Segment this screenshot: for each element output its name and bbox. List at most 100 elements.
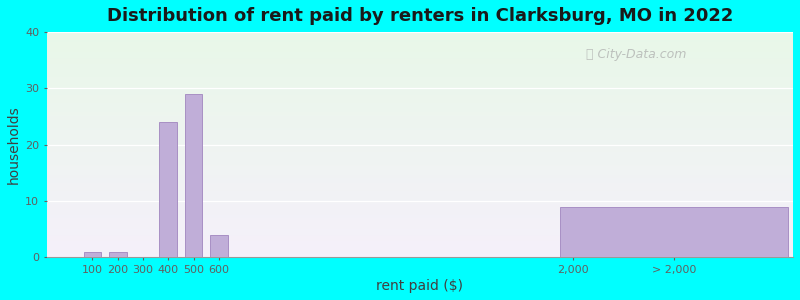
Bar: [47, 228, 793, 229]
Bar: [47, 93, 793, 94]
Bar: [47, 41, 793, 42]
Bar: [47, 212, 793, 213]
Bar: [47, 242, 793, 243]
Bar: [47, 119, 793, 120]
Bar: [47, 198, 793, 199]
Bar: [47, 139, 793, 140]
Bar: [47, 254, 793, 255]
Bar: [47, 239, 793, 240]
Bar: [47, 253, 793, 254]
Bar: [47, 71, 793, 73]
Bar: [47, 157, 793, 158]
Bar: [47, 154, 793, 155]
Bar: [47, 34, 793, 35]
Bar: [47, 146, 793, 147]
Bar: [47, 47, 793, 48]
Bar: [47, 147, 793, 148]
Bar: [47, 137, 793, 138]
Y-axis label: households: households: [7, 105, 21, 184]
Bar: [47, 33, 793, 34]
Bar: [47, 256, 793, 257]
Bar: [47, 62, 793, 64]
Bar: [47, 96, 793, 98]
Bar: [83, 252, 102, 257]
Bar: [47, 249, 793, 250]
Bar: [47, 225, 793, 226]
Bar: [47, 236, 793, 237]
Bar: [47, 61, 793, 62]
Bar: [47, 94, 793, 95]
Bar: [47, 184, 793, 185]
Bar: [47, 57, 793, 58]
Bar: [47, 181, 793, 182]
Bar: [47, 50, 793, 51]
Bar: [47, 56, 793, 57]
Bar: [47, 219, 793, 220]
Bar: [47, 156, 793, 157]
Bar: [47, 49, 793, 50]
Bar: [47, 53, 793, 55]
Bar: [47, 116, 793, 118]
Bar: [47, 207, 793, 208]
Bar: [47, 58, 793, 59]
Bar: [47, 107, 793, 109]
Bar: [47, 83, 793, 84]
Bar: [47, 104, 793, 105]
Bar: [47, 37, 793, 38]
Bar: [47, 80, 793, 82]
Bar: [47, 35, 793, 37]
Bar: [47, 167, 793, 168]
Bar: [47, 114, 793, 116]
Bar: [47, 55, 793, 56]
Bar: [47, 201, 793, 202]
Bar: [47, 247, 793, 248]
Bar: [47, 220, 793, 221]
Text: Ⓞ City-Data.com: Ⓞ City-Data.com: [586, 48, 686, 61]
Bar: [47, 101, 793, 102]
Bar: [47, 245, 793, 246]
Bar: [47, 182, 793, 183]
Bar: [47, 118, 793, 119]
Bar: [47, 203, 793, 204]
Bar: [47, 148, 793, 149]
Bar: [47, 196, 793, 198]
Bar: [47, 85, 793, 86]
Bar: [47, 240, 793, 242]
Bar: [47, 234, 793, 235]
Bar: [47, 122, 793, 123]
Bar: [185, 94, 202, 257]
Bar: [47, 211, 793, 212]
Bar: [47, 252, 793, 253]
Bar: [47, 112, 793, 113]
Bar: [47, 185, 793, 186]
Bar: [47, 193, 793, 194]
Bar: [47, 227, 793, 228]
Bar: [47, 74, 793, 75]
Bar: [47, 149, 793, 150]
Bar: [47, 95, 793, 96]
Bar: [47, 192, 793, 193]
Bar: [47, 87, 793, 88]
Bar: [47, 40, 793, 41]
Bar: [47, 68, 793, 69]
Bar: [47, 79, 793, 80]
Bar: [47, 163, 793, 164]
Bar: [47, 216, 793, 217]
Bar: [47, 110, 793, 111]
X-axis label: rent paid ($): rent paid ($): [377, 279, 463, 293]
Bar: [47, 195, 793, 196]
Bar: [47, 172, 793, 173]
Bar: [47, 229, 793, 230]
Bar: [47, 131, 793, 132]
Bar: [47, 159, 793, 160]
Bar: [47, 102, 793, 103]
Bar: [47, 134, 793, 136]
Bar: [47, 180, 793, 181]
Bar: [47, 124, 793, 125]
Bar: [47, 51, 793, 52]
Bar: [47, 186, 793, 188]
Bar: [47, 130, 793, 131]
Bar: [47, 235, 793, 236]
Bar: [47, 127, 793, 128]
Bar: [47, 75, 793, 76]
